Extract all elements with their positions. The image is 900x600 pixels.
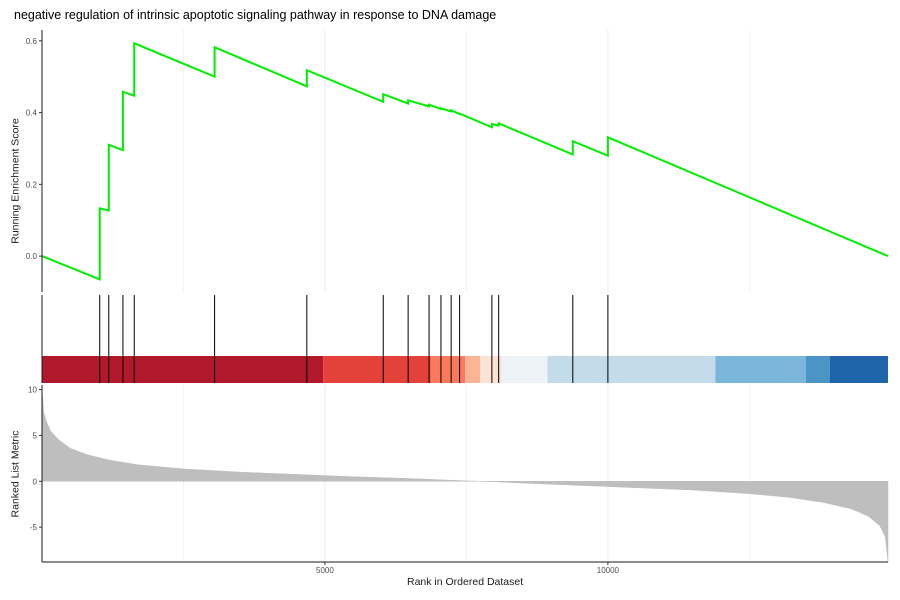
running-score-line bbox=[41, 41, 889, 281]
y-axis-label-ranked-metric: Ranked List Metric bbox=[8, 430, 21, 517]
ranked-metric-panel bbox=[41, 389, 889, 563]
chart-title: negative regulation of intrinsic apoptot… bbox=[14, 8, 497, 22]
hits-panel bbox=[42, 295, 888, 383]
rank-color-segment bbox=[42, 356, 324, 383]
rank-color-segment bbox=[715, 356, 806, 383]
y-axis-label-running-score: Running Enrichment Score bbox=[9, 118, 22, 244]
y-tick-label-panel1: 0.6 bbox=[26, 37, 38, 46]
tick-labels: 0.0 0.2 0.4 0.6 10 5 0 -5 5000 10000 bbox=[26, 37, 620, 575]
y-tick-label-panel1: 0.2 bbox=[26, 180, 38, 189]
y-tick-label-panel1: 0.4 bbox=[26, 109, 38, 118]
y-tick-label-panel1: 0.0 bbox=[26, 252, 38, 261]
running-score-panel bbox=[41, 41, 889, 281]
x-axis-label: Rank in Ordered Dataset bbox=[407, 576, 524, 588]
y-tick-label-panel3: 5 bbox=[33, 431, 38, 440]
y-tick-label-panel3: 10 bbox=[28, 386, 37, 395]
rank-color-segment bbox=[805, 356, 830, 383]
y-tick-label-panel3: 0 bbox=[33, 477, 38, 486]
x-tick-label: 5000 bbox=[316, 566, 334, 575]
y-tick-label-panel3: -5 bbox=[30, 523, 38, 532]
rank-color-segment bbox=[465, 356, 480, 383]
rank-color-segment bbox=[829, 356, 888, 383]
rank-color-segment bbox=[323, 356, 431, 383]
axes bbox=[39, 30, 888, 565]
ranked-metric-area bbox=[41, 389, 889, 563]
rank-color-segment bbox=[501, 356, 548, 383]
rank-color-segment bbox=[547, 356, 716, 383]
rank-color-segment bbox=[479, 356, 502, 383]
x-tick-label: 10000 bbox=[597, 566, 620, 575]
grid-lines bbox=[183, 30, 750, 562]
